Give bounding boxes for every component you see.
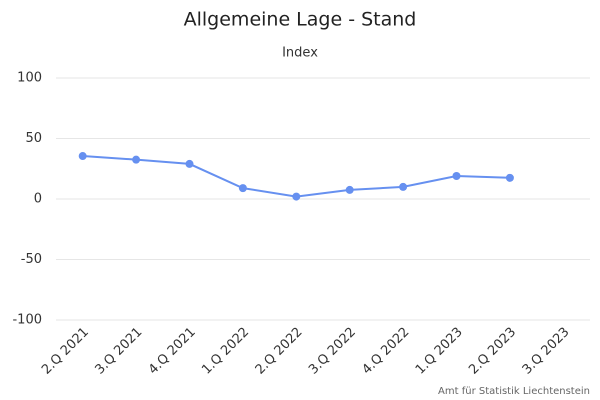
x-tick-label: 1.Q 2023 [413,325,466,378]
point [505,173,514,182]
y-tick-label: 100 [17,71,42,86]
x-tick-label: 1.Q 2022 [199,325,252,378]
point [292,192,301,201]
point [132,155,141,164]
point [399,182,408,191]
chart-title: Allgemeine Lage - Stand [184,9,417,31]
x-tick-label: 4.Q 2021 [146,325,199,378]
line [82,155,510,198]
y-tick-label: -100 [12,313,42,328]
point [452,172,461,181]
x-tick-label: 3.Q 2021 [92,325,145,378]
x-tick-label: 3.Q 2023 [520,325,573,378]
point [185,159,194,168]
x-tick-label: 4.Q 2022 [359,325,412,378]
x-tick-label: 2.Q 2021 [39,325,92,378]
y-tick-label: -50 [21,252,42,267]
y-tick-label: 50 [25,131,42,146]
point [238,184,247,193]
y-tick-label: 0 [34,192,42,207]
x-tick-label: 2.Q 2022 [253,325,306,378]
chart-subtitle: Index [282,46,318,61]
x-tick-label: 2.Q 2023 [466,325,519,378]
point [78,152,87,161]
x-tick-label: 3.Q 2022 [306,325,359,378]
point [345,185,354,194]
credits: Amt für Statistik Liechtenstein [438,386,590,397]
